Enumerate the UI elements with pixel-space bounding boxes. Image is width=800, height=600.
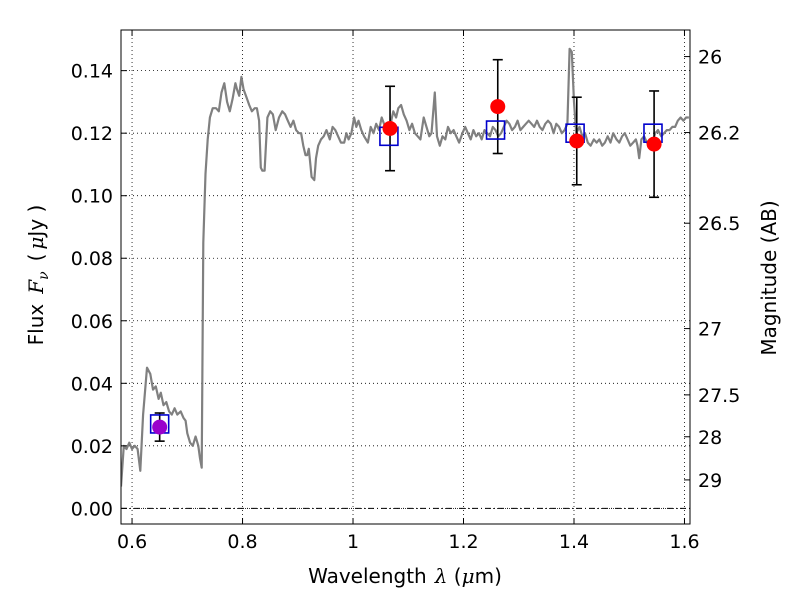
y2-axis-title: Magnitude (AB) (757, 200, 781, 355)
x-tick-label: 0.6 (117, 531, 147, 553)
x-tick-label: 1.2 (448, 531, 478, 553)
y2-tick-label: 28 (698, 427, 722, 449)
y-axis-title-prefix: Flux (24, 304, 48, 346)
y2-tick-label: 27.5 (698, 385, 740, 407)
y2-tick-label: 26 (698, 47, 722, 69)
y-tick-label: 0.06 (71, 311, 113, 333)
y-axis-title-subscript: ν (36, 271, 52, 280)
x-axis-title-mu: μ (462, 564, 475, 588)
observed-flux-point (152, 419, 168, 435)
y-axis-title: Flux Fν ( μJy ) (24, 205, 52, 346)
observed-flux-point (569, 133, 585, 149)
spectrum-line (121, 47, 689, 487)
x-tick-label: 0.8 (227, 531, 257, 553)
y2-tick-label: 29 (698, 470, 722, 492)
x-tick-label: 1.4 (559, 531, 589, 553)
y2-tick-label: 27 (698, 319, 722, 341)
model-band-square (485, 120, 506, 140)
y-axis-title-symbol: F (24, 279, 48, 295)
y-tick-label: 0.04 (71, 373, 113, 395)
y-axis-title-unit-close: Jy ) (24, 205, 48, 239)
y-tick-label: 0.14 (71, 61, 113, 83)
grid-lines (121, 30, 690, 524)
y-axis-title-unit-open: ( (24, 254, 48, 262)
axis-ticks (121, 30, 690, 524)
x-tick-label: 1 (347, 531, 359, 553)
y-tick-label: 0.08 (71, 248, 113, 270)
y-tick-label: 0.10 (71, 186, 113, 208)
y2-tick-labels: 26 26.2 26.5 27 27.5 28 29 (698, 47, 740, 492)
observed-flux-point (382, 120, 398, 136)
y-tick-labels: 0.00 0.02 0.04 0.06 0.08 0.10 0.12 0.14 (71, 61, 113, 521)
x-axis-title-prefix: Wavelength (308, 564, 427, 588)
spectrum-series (121, 47, 689, 487)
y-tick-label: 0.00 (71, 498, 113, 520)
x-tick-label: 1.6 (669, 531, 699, 553)
plot-frame (120, 29, 691, 525)
observed-flux-point (490, 99, 506, 115)
x-axis-title: Wavelength λ (μm) (308, 564, 502, 588)
x-tick-labels: 0.6 0.8 1 1.2 1.4 1.6 (117, 531, 700, 553)
y2-tick-label: 26.5 (698, 213, 740, 235)
y-tick-label: 0.02 (71, 436, 113, 458)
y2-tick-label: 26.2 (698, 123, 740, 145)
x-axis-title-lambda: λ (434, 564, 448, 588)
y-tick-label: 0.12 (71, 123, 113, 145)
x-axis-title-unit-close: m) (475, 564, 502, 588)
x-axis-title-unit-open: ( (447, 564, 461, 588)
observed-flux-series (152, 99, 662, 435)
observed-flux-point (646, 136, 662, 152)
y-axis-title-mu: μ (24, 237, 48, 250)
